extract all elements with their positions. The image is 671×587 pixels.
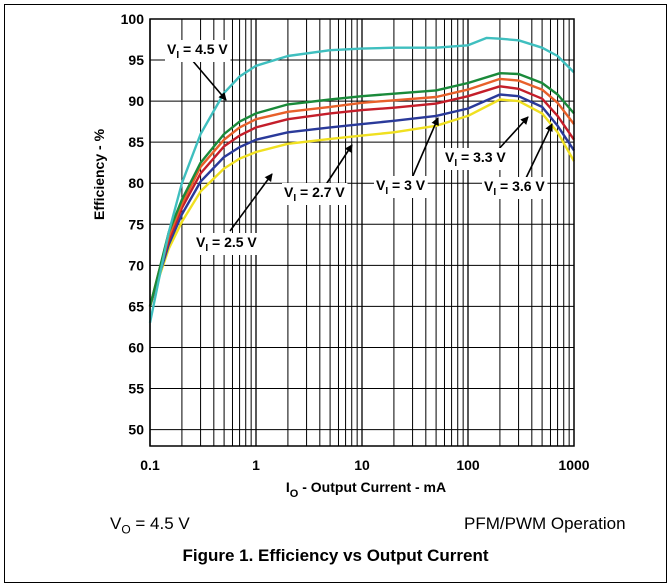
series-label-arrow: [525, 123, 553, 179]
series-label-bg: [165, 40, 231, 62]
x-axis-label-rest: - Output Current - mA: [298, 479, 446, 495]
series-label-bg: [374, 176, 428, 198]
y-tick-label: 100: [121, 11, 145, 27]
series-label-bg: [194, 233, 260, 255]
series-label-arrow: [324, 144, 353, 187]
y-tick-label: 75: [128, 216, 144, 232]
annotation-layer: VI = 4.5 V VI = 3.6 V VI = 3.3 V VI = 3 V VI…: [165, 40, 553, 255]
y-tick-label: 95: [128, 52, 144, 68]
y-tick-label: 50: [128, 422, 144, 438]
vo-note: VO = 4.5 V: [110, 514, 190, 537]
series-label-arrow: [229, 173, 273, 232]
y-tick-label: 55: [128, 381, 144, 397]
y-tick-label: 65: [128, 298, 144, 314]
series-line-3-6: [148, 72, 575, 307]
chart-grid: [149, 18, 574, 446]
x-tick-label: 1000: [558, 457, 589, 473]
mode-note: PFM/PWM Operation: [464, 514, 626, 533]
x-tick-label: 100: [456, 457, 480, 473]
figure-frame: [4, 4, 667, 583]
plot-border: [149, 18, 575, 447]
series-label-arrow: [496, 116, 529, 152]
series-label-arrow: [411, 117, 439, 179]
series-layer: [148, 36, 576, 324]
series-label-2-7: VI = 2.7 V: [284, 184, 345, 204]
series-label-3-6: VI = 3.6 V: [484, 178, 545, 198]
figure-caption: Figure 1. Efficiency vs Output Current: [182, 546, 489, 565]
y-tick-label: 85: [128, 134, 144, 150]
series-line-2-5: [148, 98, 576, 307]
y-tick-label: 70: [128, 257, 144, 273]
y-tick-label: 90: [128, 93, 144, 109]
series-label-3-3: VI = 3.3 V: [445, 149, 506, 169]
series-label-2-5: VI = 2.5 V: [196, 234, 257, 254]
y-axis-label: Efficiency - %: [91, 128, 107, 220]
series-line-3-3: [148, 77, 575, 307]
series-line-3: [148, 85, 575, 307]
y-tick-label: 60: [128, 339, 144, 355]
x-axis-label-sub: O: [290, 488, 299, 500]
series-label-bg: [482, 177, 548, 199]
x-tick-label: 0.1: [140, 457, 160, 473]
series-label-4-5: VI = 4.5 V: [167, 41, 228, 61]
x-tick-label: 1: [252, 457, 260, 473]
series-line-2-7: [148, 93, 575, 307]
x-tick-label: 10: [354, 457, 370, 473]
series-label-bg: [443, 148, 509, 170]
y-tick-label: 80: [128, 175, 144, 191]
series-line-4-5: [148, 36, 575, 324]
x-axis-label: IO - Output Current - mA: [286, 479, 446, 500]
series-label-arrow: [191, 59, 227, 101]
x-axis-label-main: I: [286, 479, 290, 495]
series-label-3: VI = 3 V: [376, 177, 426, 197]
series-label-bg: [282, 183, 348, 205]
tick-labels: 0.1 1 10 100 1000 100 95 90 85 80 75 70 65 60 55 50: [121, 11, 590, 473]
